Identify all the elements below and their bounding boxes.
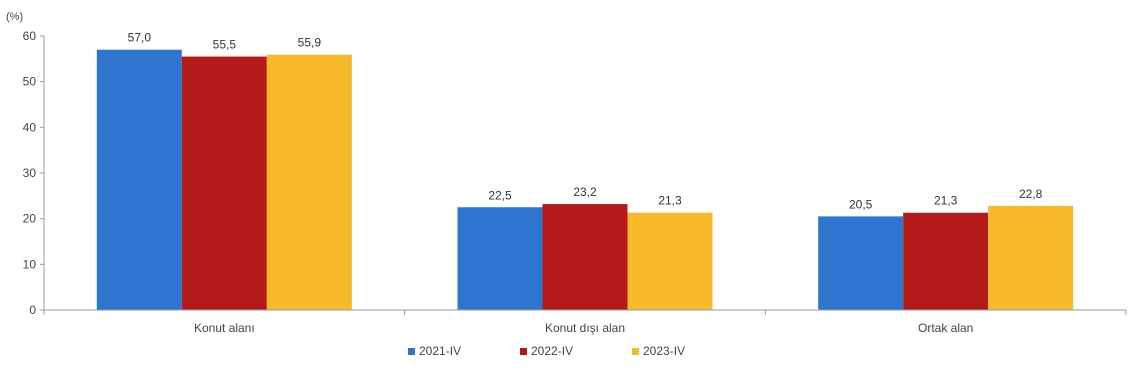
data-label: 23,2 <box>573 185 597 199</box>
data-label: 22,8 <box>1019 187 1043 201</box>
legend-swatch <box>632 348 639 355</box>
bar <box>457 207 543 310</box>
data-label: 55,9 <box>298 36 322 50</box>
data-label: 22,5 <box>488 188 512 202</box>
bar <box>96 49 182 310</box>
legend-label: 2023-IV <box>643 344 685 358</box>
legend-label: 2022-IV <box>531 344 573 358</box>
legend: 2021-IV 2022-IV 2023-IV <box>408 344 685 358</box>
y-tick-label: 50 <box>23 75 37 89</box>
x-category-label: Konut dışı alan <box>545 321 625 335</box>
legend-swatch <box>408 348 415 355</box>
y-axis-unit-label: (%) <box>6 11 23 23</box>
x-axis: Konut alanı Konut dışı alan Ortak alan <box>43 309 1127 335</box>
data-label: 55,5 <box>213 38 237 52</box>
legend-label: 2021-IV <box>419 344 461 358</box>
y-tick-label: 10 <box>23 257 37 271</box>
data-label: 21,3 <box>934 194 958 208</box>
y-tick-label: 0 <box>29 303 36 317</box>
y-tick-label: 30 <box>23 166 37 180</box>
y-tick-label: 40 <box>23 120 37 134</box>
x-category-label: Konut alanı <box>194 321 255 335</box>
y-tick-label: 20 <box>23 212 37 226</box>
data-label: 20,5 <box>849 197 873 211</box>
y-tick-label: 60 <box>23 29 37 43</box>
bar <box>903 212 989 310</box>
bar <box>266 54 352 311</box>
bar <box>988 205 1074 310</box>
bar <box>627 212 713 310</box>
legend-swatch <box>520 348 527 355</box>
data-label: 57,0 <box>128 31 152 45</box>
bar <box>542 204 628 310</box>
bar <box>818 216 904 310</box>
bars-group: 57,0 55,5 55,9 22,5 23,2 21,3 20,5 21,3 22,8 <box>96 31 1074 311</box>
bar <box>181 56 267 310</box>
x-category-label: Ortak alan <box>918 321 973 335</box>
data-label: 21,3 <box>658 194 682 208</box>
y-axis: 0 10 20 30 40 50 60 <box>23 29 45 317</box>
